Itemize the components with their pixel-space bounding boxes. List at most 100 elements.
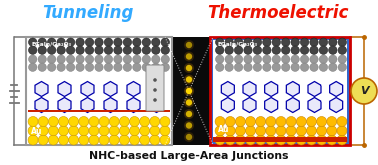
- Circle shape: [282, 38, 290, 46]
- Circle shape: [301, 55, 309, 64]
- Circle shape: [244, 38, 252, 46]
- Circle shape: [104, 46, 113, 54]
- Circle shape: [186, 42, 192, 48]
- Circle shape: [139, 135, 150, 145]
- Circle shape: [152, 38, 160, 46]
- Circle shape: [153, 78, 157, 82]
- Circle shape: [186, 53, 192, 60]
- Circle shape: [119, 135, 129, 145]
- Circle shape: [133, 55, 141, 64]
- Circle shape: [161, 38, 169, 46]
- Circle shape: [215, 116, 225, 127]
- Polygon shape: [287, 82, 299, 97]
- Circle shape: [310, 55, 318, 64]
- Circle shape: [291, 38, 299, 46]
- Polygon shape: [35, 82, 48, 97]
- Circle shape: [186, 99, 192, 106]
- Circle shape: [160, 116, 170, 127]
- Circle shape: [337, 126, 347, 136]
- Circle shape: [79, 116, 89, 127]
- Text: Thermoelectric: Thermoelectric: [207, 4, 349, 22]
- Circle shape: [152, 63, 160, 71]
- Circle shape: [95, 63, 103, 71]
- Circle shape: [95, 38, 103, 46]
- Circle shape: [215, 46, 224, 54]
- Circle shape: [123, 63, 132, 71]
- Circle shape: [38, 46, 46, 54]
- Text: Tunneling: Tunneling: [42, 4, 134, 22]
- Circle shape: [263, 38, 271, 46]
- Circle shape: [119, 116, 129, 127]
- Circle shape: [48, 126, 58, 136]
- Polygon shape: [150, 98, 163, 113]
- Circle shape: [28, 126, 38, 136]
- Polygon shape: [58, 98, 71, 113]
- Polygon shape: [127, 98, 140, 113]
- Bar: [28, 110, 170, 112]
- Circle shape: [225, 38, 233, 46]
- Circle shape: [28, 38, 37, 46]
- Circle shape: [186, 65, 192, 71]
- Circle shape: [186, 122, 192, 129]
- Circle shape: [319, 38, 328, 46]
- Circle shape: [161, 63, 169, 71]
- Circle shape: [186, 111, 192, 117]
- Polygon shape: [222, 98, 234, 113]
- Circle shape: [123, 55, 132, 64]
- Circle shape: [234, 63, 243, 71]
- Circle shape: [328, 55, 337, 64]
- Polygon shape: [127, 82, 140, 97]
- Circle shape: [286, 126, 296, 136]
- Polygon shape: [308, 82, 321, 97]
- Circle shape: [327, 116, 337, 127]
- Circle shape: [76, 63, 84, 71]
- Circle shape: [28, 135, 38, 145]
- Circle shape: [67, 63, 75, 71]
- Circle shape: [114, 38, 122, 46]
- Circle shape: [307, 116, 316, 127]
- Circle shape: [28, 55, 37, 64]
- Polygon shape: [308, 98, 321, 113]
- Circle shape: [263, 46, 271, 54]
- Circle shape: [59, 116, 68, 127]
- Circle shape: [338, 46, 347, 54]
- Polygon shape: [81, 98, 94, 113]
- Circle shape: [109, 116, 119, 127]
- Circle shape: [85, 46, 94, 54]
- Circle shape: [263, 55, 271, 64]
- Circle shape: [317, 126, 327, 136]
- Circle shape: [89, 126, 99, 136]
- Polygon shape: [330, 98, 343, 113]
- Circle shape: [272, 63, 280, 71]
- Circle shape: [57, 55, 65, 64]
- Circle shape: [85, 38, 94, 46]
- Circle shape: [244, 55, 252, 64]
- Circle shape: [282, 55, 290, 64]
- Circle shape: [69, 135, 79, 145]
- Circle shape: [328, 46, 337, 54]
- Circle shape: [109, 126, 119, 136]
- Circle shape: [99, 116, 109, 127]
- Circle shape: [266, 116, 276, 127]
- Circle shape: [38, 63, 46, 71]
- Circle shape: [286, 116, 296, 127]
- Circle shape: [48, 38, 56, 46]
- Circle shape: [142, 63, 150, 71]
- Circle shape: [301, 46, 309, 54]
- Circle shape: [150, 116, 160, 127]
- Text: V: V: [360, 86, 368, 96]
- Circle shape: [301, 38, 309, 46]
- Circle shape: [319, 46, 328, 54]
- Circle shape: [351, 78, 377, 104]
- Circle shape: [186, 88, 192, 94]
- Circle shape: [133, 38, 141, 46]
- Circle shape: [215, 135, 225, 145]
- Circle shape: [253, 46, 262, 54]
- Circle shape: [184, 98, 194, 108]
- Circle shape: [235, 126, 245, 136]
- Circle shape: [235, 135, 245, 145]
- Circle shape: [99, 135, 109, 145]
- Circle shape: [272, 46, 280, 54]
- Circle shape: [244, 63, 252, 71]
- Circle shape: [225, 126, 235, 136]
